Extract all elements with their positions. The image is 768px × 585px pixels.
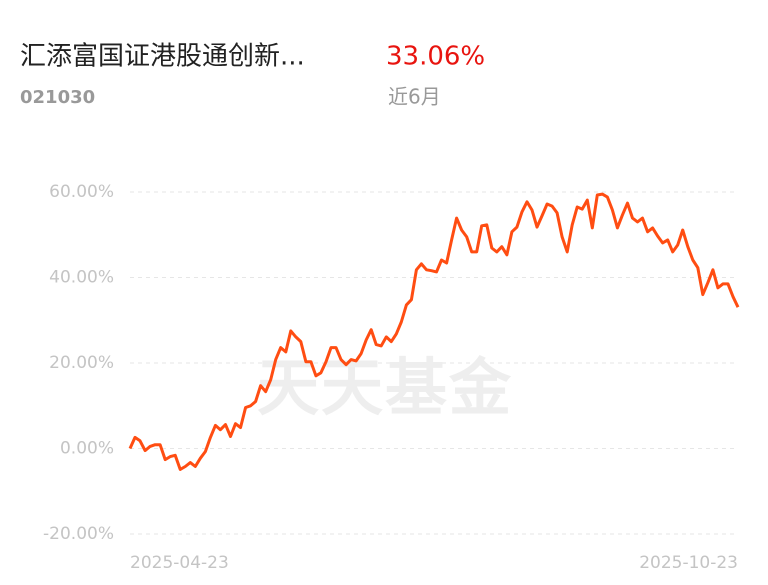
y-tick-label: 60.00% [49,182,114,202]
fund-name: 汇添富国证港股通创新... [20,42,305,72]
watermark: 天天基金 [257,351,513,424]
period: 近6月 [388,85,441,109]
x-tick-label: 2025-10-23 [639,553,738,573]
y-tick-label: -20.00% [43,524,114,544]
y-tick-label: 0.00% [60,439,114,459]
fund-code: 021030 [20,87,95,108]
return: 33.06% [386,42,485,72]
y-tick-label: 40.00% [49,268,114,288]
y-tick-label: 20.00% [49,353,114,373]
fund-line [128,192,740,471]
x-tick-label: 2025-04-23 [130,553,229,573]
